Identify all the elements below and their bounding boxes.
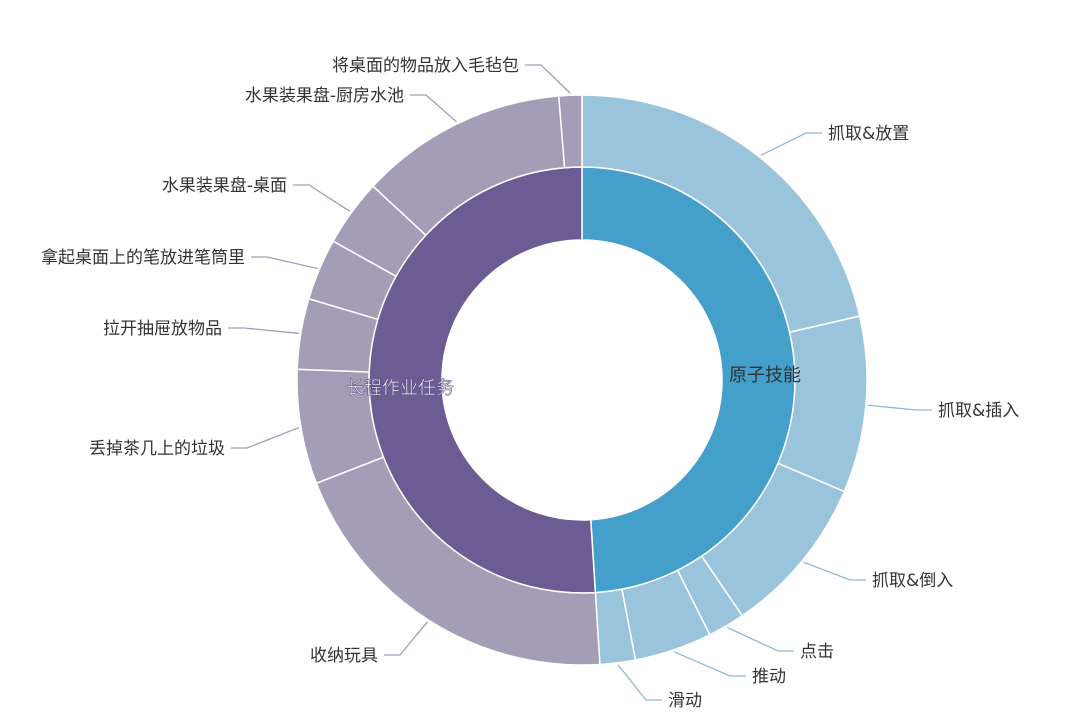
outer-label-0: 抓取&放置 bbox=[828, 124, 909, 144]
outer-label-6: 收纳玩具 bbox=[310, 646, 378, 666]
leader-line-5 bbox=[617, 664, 662, 701]
leader-line-1 bbox=[867, 404, 932, 411]
leader-line-12 bbox=[525, 64, 571, 94]
leader-line-10 bbox=[293, 184, 351, 212]
leader-line-11 bbox=[410, 94, 457, 123]
outer-label-4: 推动 bbox=[752, 667, 786, 687]
leader-line-4 bbox=[673, 651, 746, 677]
outer-label-2: 抓取&倒入 bbox=[872, 571, 953, 591]
leader-line-8 bbox=[228, 327, 299, 334]
outer-label-1: 抓取&插入 bbox=[938, 401, 1019, 421]
outer-label-5: 滑动 bbox=[668, 691, 702, 711]
outer-label-11: 水果装果盘-厨房水池 bbox=[245, 86, 404, 106]
outer-label-12: 将桌面的物品放入毛毡包 bbox=[332, 56, 519, 76]
outer-label-3: 点击 bbox=[800, 642, 834, 662]
leader-line-9 bbox=[251, 256, 318, 270]
leader-line-7 bbox=[231, 426, 300, 449]
leader-line-0 bbox=[760, 132, 822, 157]
outer-label-7: 丢掉茶几上的垃圾 bbox=[89, 439, 225, 459]
leader-line-2 bbox=[803, 561, 866, 581]
outer-segment-12[interactable] bbox=[557, 94, 583, 169]
inner-label-0: 原子技能 bbox=[729, 365, 801, 386]
leader-line-6 bbox=[384, 621, 428, 656]
outer-label-8: 拉开抽屉放物品 bbox=[103, 319, 222, 339]
inner-label-1: 长程作业任务 bbox=[346, 378, 454, 399]
leader-line-3 bbox=[727, 626, 794, 652]
outer-label-10: 水果装果盘-桌面 bbox=[162, 176, 287, 196]
outer-label-9: 拿起桌面上的笔放进笔筒里 bbox=[41, 247, 245, 268]
